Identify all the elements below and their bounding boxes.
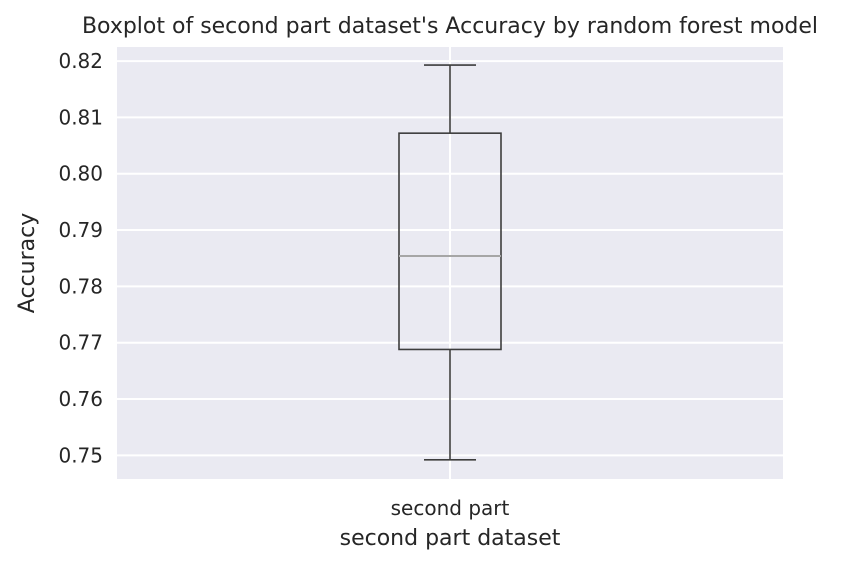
y-tick-label: 0.76	[58, 387, 103, 411]
x-tick-label: second part	[391, 496, 510, 520]
box-layer	[398, 64, 502, 461]
box-iqr	[398, 132, 502, 351]
y-tick-label: 0.82	[58, 49, 103, 73]
y-tick-label: 0.78	[58, 274, 103, 298]
x-axis-title: second part dataset	[340, 526, 561, 551]
y-tick-label: 0.75	[58, 443, 103, 467]
y-tick-label: 0.80	[58, 162, 103, 186]
y-tick-label: 0.79	[58, 218, 103, 242]
chart-title: Boxplot of second part dataset's Accurac…	[82, 14, 818, 39]
y-axis-ticks: 0.75 0.76 0.77 0.78 0.79 0.80 0.81 0.82	[58, 49, 103, 467]
y-tick-label: 0.81	[58, 105, 103, 129]
x-axis-ticks: second part	[391, 496, 510, 520]
y-tick-label: 0.77	[58, 331, 103, 355]
y-axis-title: Accuracy	[15, 213, 40, 313]
